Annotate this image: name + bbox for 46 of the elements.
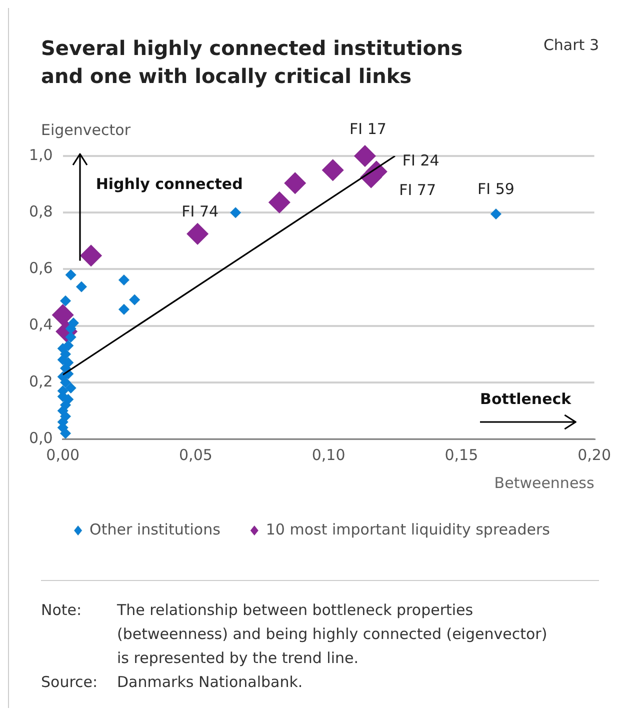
caption: Chart 3 bbox=[543, 36, 599, 54]
point bbox=[65, 382, 76, 394]
chart-title: Several highly connected institutions and one with locally critical links bbox=[41, 35, 464, 90]
x-tick-label: 0,05 bbox=[179, 446, 212, 464]
point bbox=[65, 269, 76, 280]
annotation: FI 24 bbox=[402, 151, 440, 170]
point bbox=[118, 274, 130, 286]
point bbox=[490, 208, 502, 220]
point bbox=[230, 207, 242, 218]
point bbox=[322, 159, 344, 182]
legend-label: 10 most important liquidity spreaders bbox=[266, 520, 550, 538]
point bbox=[118, 304, 130, 315]
y-tick-label: 0,2 bbox=[28, 372, 53, 390]
y-axis-title: Eigenvector bbox=[41, 121, 130, 139]
annotation: FI 74 bbox=[182, 202, 219, 220]
point bbox=[186, 222, 209, 245]
text: Source: Danmarks Nationalbank. bbox=[41, 673, 303, 691]
annotation: Bottleneck bbox=[480, 390, 572, 408]
x-axis-title: Betweenness bbox=[494, 474, 594, 492]
annotation: FI 17 bbox=[350, 120, 386, 138]
x-tick-label: 0,00 bbox=[46, 446, 80, 464]
annotation: Highly connected bbox=[96, 174, 243, 193]
legend-label: Other institutions bbox=[90, 520, 221, 538]
point bbox=[268, 191, 290, 214]
y-tick-label: 0,4 bbox=[28, 316, 53, 334]
point bbox=[76, 281, 87, 292]
point bbox=[57, 354, 68, 366]
annotation: FI 77 bbox=[399, 181, 436, 200]
text: Note: The relationship between bottleneck properties (betweenness) and being highly connected (eigenvector) is represented by the trend line. bbox=[41, 601, 548, 667]
y-tick-label: 1,0 bbox=[28, 146, 53, 164]
y-tick-label: 0,6 bbox=[28, 259, 53, 278]
x-tick-label: 0,10 bbox=[312, 446, 346, 464]
point bbox=[57, 342, 68, 354]
point bbox=[60, 428, 72, 439]
point bbox=[60, 295, 72, 306]
x-tick-label: 0,20 bbox=[578, 446, 612, 464]
y-tick-label: 0,8 bbox=[28, 202, 53, 220]
annotation: FI 59 bbox=[478, 180, 514, 198]
point bbox=[52, 304, 74, 326]
y-tick-label: 0,0 bbox=[28, 428, 53, 447]
point bbox=[60, 376, 72, 388]
x-tick-label: 0,15 bbox=[444, 446, 478, 464]
point bbox=[284, 172, 306, 194]
point bbox=[129, 294, 140, 306]
point bbox=[354, 145, 376, 167]
point bbox=[80, 244, 102, 267]
